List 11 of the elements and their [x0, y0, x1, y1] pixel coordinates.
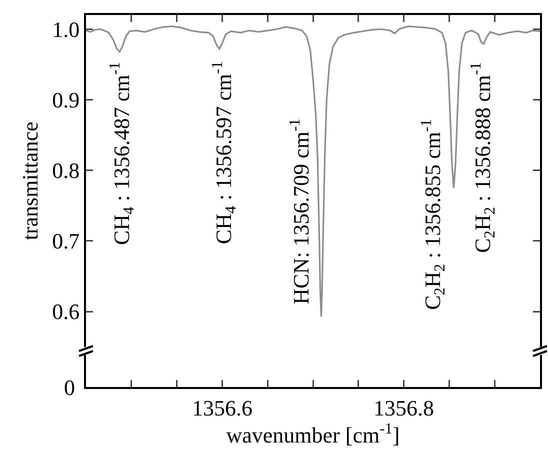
line-series	[86, 26, 540, 318]
y-axis-title: transmittance	[17, 122, 42, 240]
x-tick-label: 1356.8	[374, 395, 434, 420]
y-tick-label: 0.7	[52, 228, 80, 254]
y-tick-label: 1.0	[52, 16, 80, 42]
text: 0	[64, 375, 75, 400]
y-tick-label: 0.9	[52, 87, 80, 112]
x-axis-title: wavenumber [cm$^{-1}$]	[226, 420, 400, 448]
y-tick-label: 0.8	[52, 158, 80, 184]
x-tick-label: 1356.6	[192, 395, 252, 420]
y-tick-label: 0.6	[52, 299, 80, 324]
